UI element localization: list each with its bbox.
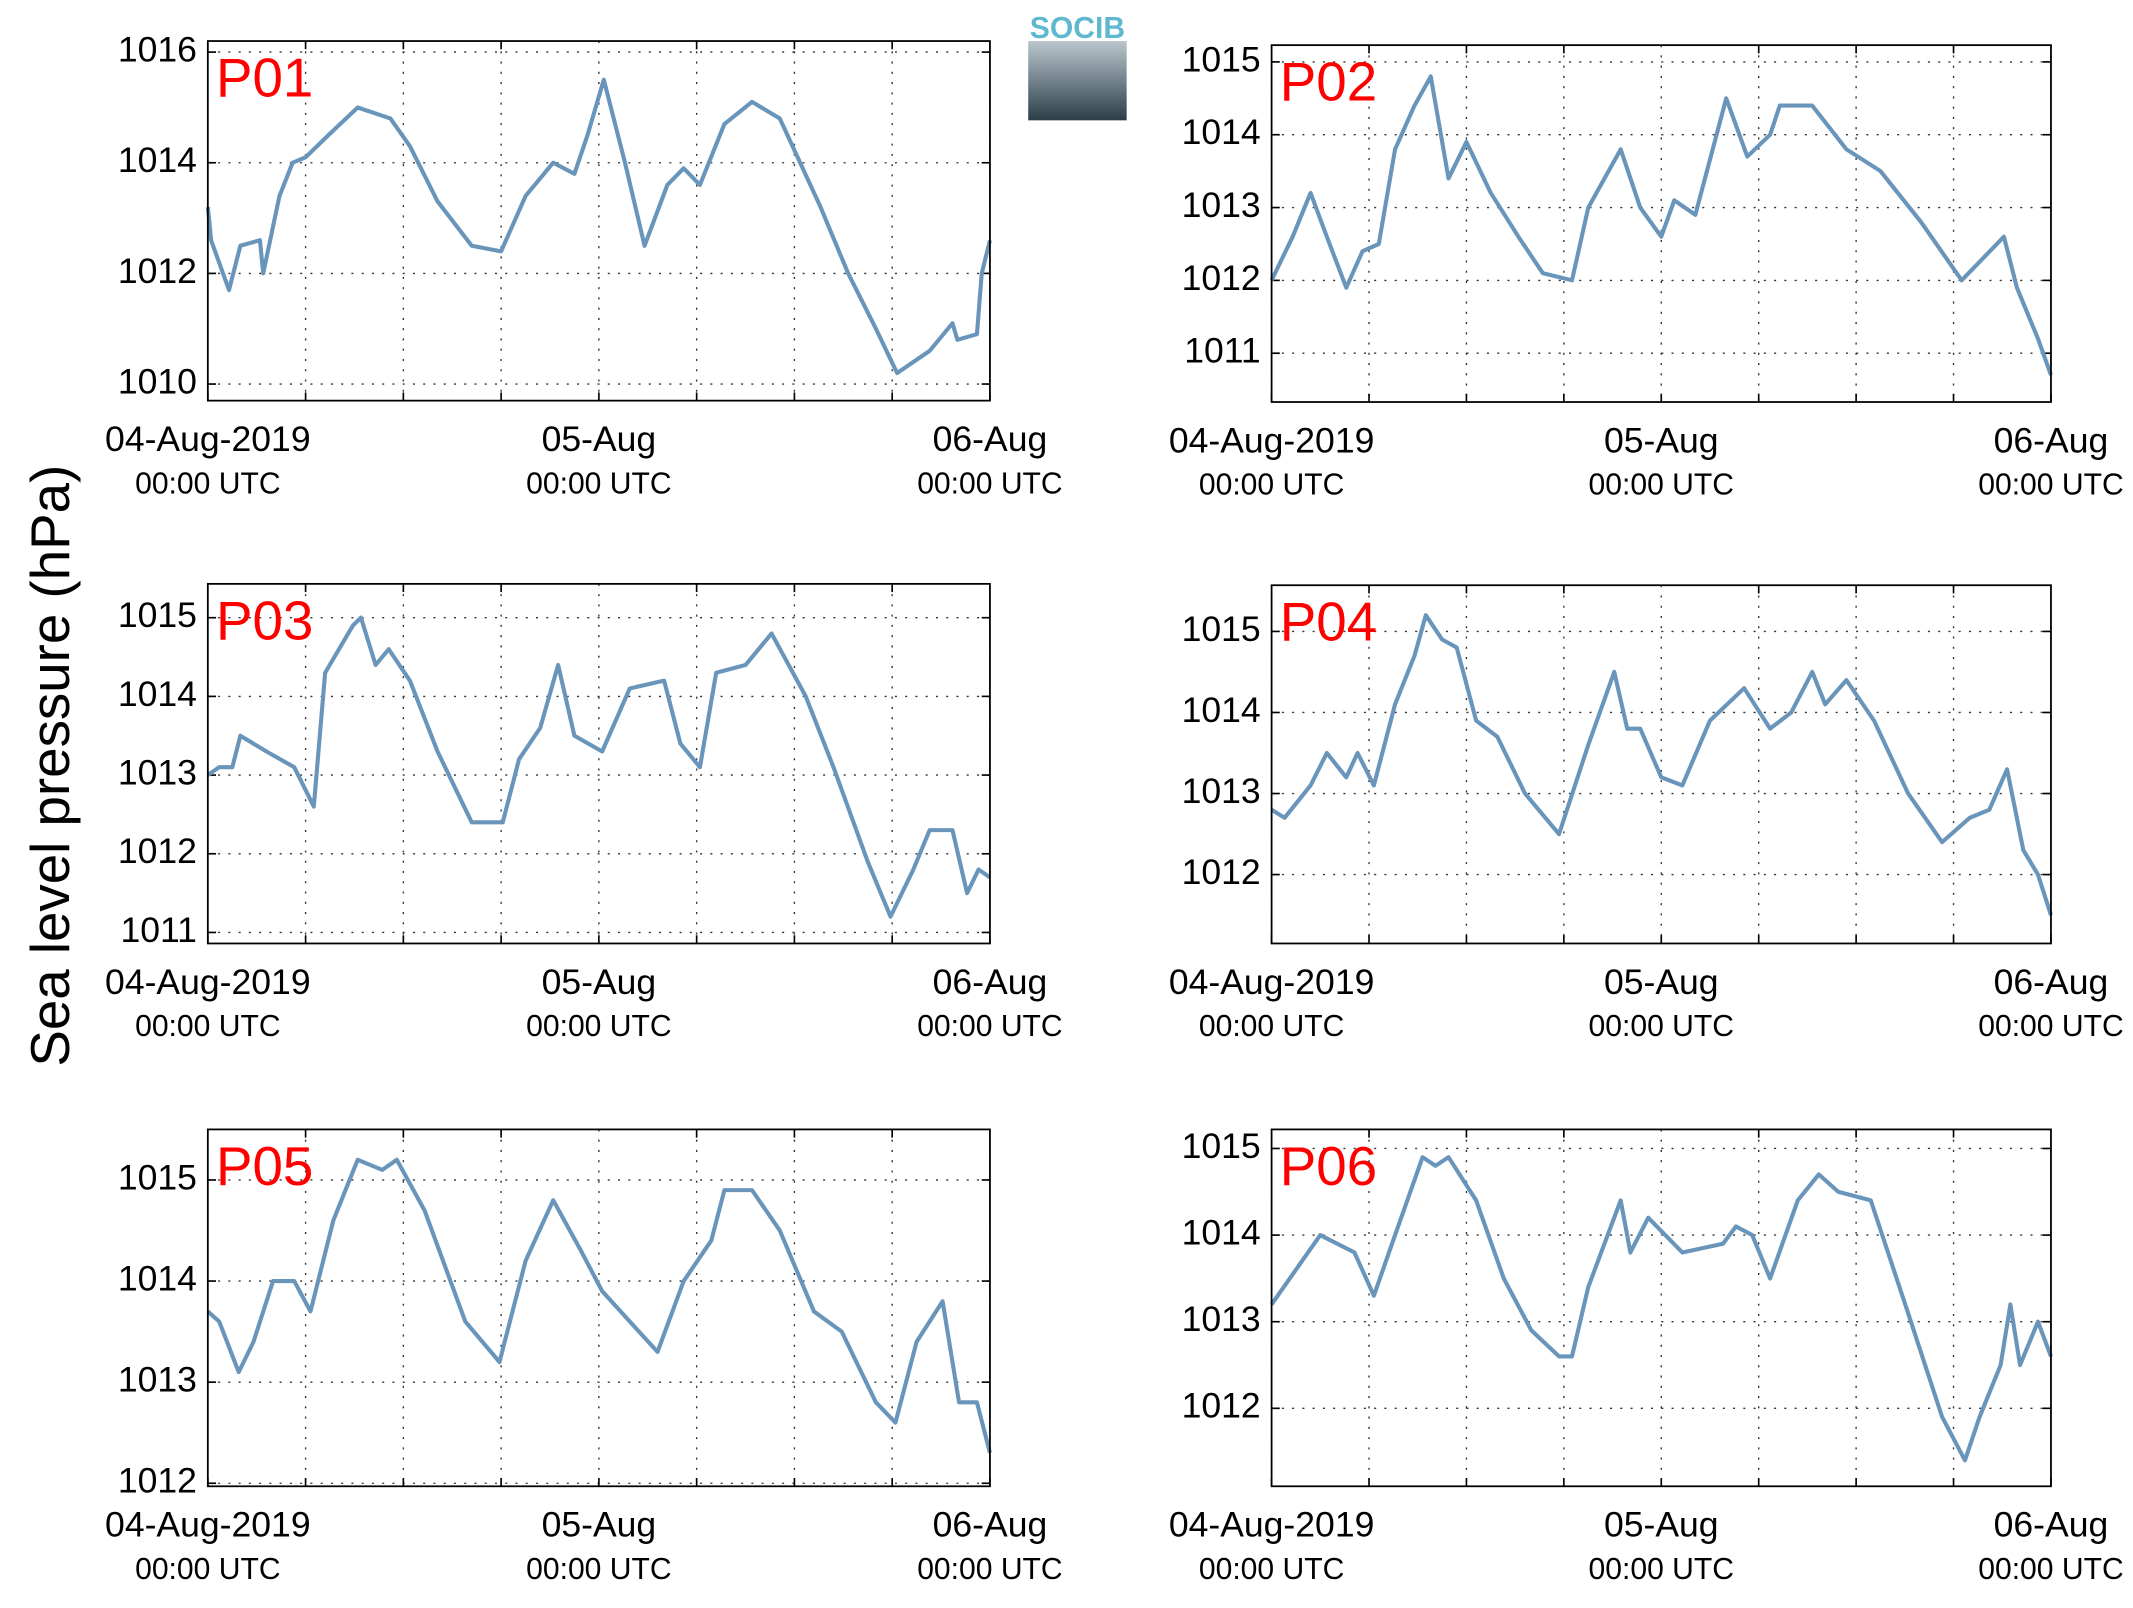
x-tick-label: 05-Aug [542, 419, 657, 459]
y-tick-label: 1015 [118, 1157, 197, 1197]
x-tick-label: 06-Aug [933, 962, 1048, 1002]
series-line [206, 615, 992, 919]
x-tick-label: 04-Aug-2019 [105, 1505, 311, 1545]
y-tick-label: 1012 [1182, 852, 1261, 892]
logo-box [1028, 41, 1127, 121]
y-tick-label: 1014 [118, 674, 197, 714]
y-tick-label: 1014 [1182, 690, 1261, 730]
series-line [1270, 613, 2053, 916]
y-tick-label: 1010 [118, 361, 197, 401]
series-line [1269, 74, 2053, 376]
y-tick-label: 1014 [118, 1258, 197, 1298]
x-tick-sublabel: 00:00 UTC [526, 1010, 671, 1043]
panel-label: P01 [216, 47, 313, 109]
x-tick-label: 04-Aug-2019 [105, 962, 311, 1002]
panel: 1012 1013 1014 1015 04-Aug-2019 00:00 UTC 05-A… [1169, 584, 2124, 1043]
x-tick-label: 04-Aug-2019 [1169, 420, 1375, 460]
x-tick-sublabel: 00:00 UTC [1589, 469, 1734, 502]
x-tick-label: 06-Aug [1994, 962, 2109, 1002]
y-tick-label: 1013 [118, 1360, 197, 1400]
x-tick-label: 06-Aug [1994, 1505, 2109, 1545]
x-tick-label: 05-Aug [542, 962, 657, 1002]
x-tick-label: 04-Aug-2019 [1169, 962, 1375, 1002]
axes-frame [1270, 44, 2052, 403]
x-tick-sublabel: 00:00 UTC [917, 1553, 1062, 1586]
y-tick-label: 1014 [1182, 112, 1261, 152]
y-tick-label: 1013 [118, 752, 197, 792]
y-tick-label: 1012 [118, 831, 197, 871]
panel: 1010 1012 1014 1016 04-Aug-2019 00:00 UTC 05-A… [105, 29, 1063, 500]
axes-frame [1270, 584, 2052, 945]
x-tick-label: 05-Aug [1604, 962, 1719, 1002]
x-tick-sublabel: 00:00 UTC [1199, 1010, 1344, 1043]
x-tick-sublabel: 00:00 UTC [1589, 1010, 1734, 1043]
x-tick-sublabel: 00:00 UTC [1589, 1553, 1734, 1586]
panel-label: P04 [1280, 591, 1377, 653]
x-tick-sublabel: 00:00 UTC [1199, 1553, 1344, 1586]
y-tick-label: 1012 [118, 251, 197, 291]
y-tick-label: 1015 [1182, 1126, 1261, 1166]
y-tick-label: 1012 [118, 1461, 197, 1501]
x-tick-sublabel: 00:00 UTC [917, 467, 1062, 500]
series-line [1269, 1155, 2053, 1463]
panel: 1012 1013 1014 1015 04-Aug-2019 00:00 UTC 05-A… [1169, 1126, 2124, 1586]
x-tick-sublabel: 00:00 UTC [1978, 1010, 2123, 1043]
y-tick-label: 1012 [1182, 1386, 1261, 1426]
x-tick-sublabel: 00:00 UTC [1199, 469, 1344, 502]
logo: SOCIB [1028, 12, 1127, 121]
y-tick-label: 1011 [1184, 331, 1260, 371]
y-tick-label: 1012 [1182, 258, 1261, 298]
x-tick-sublabel: 00:00 UTC [526, 467, 671, 500]
x-tick-label: 04-Aug-2019 [1169, 1505, 1375, 1545]
x-tick-label: 04-Aug-2019 [105, 419, 311, 459]
panel: 1011 1012 1013 1014 1015 04-Aug-2019 00:00 UTC… [1169, 39, 2124, 501]
x-tick-sublabel: 00:00 UTC [135, 1553, 280, 1586]
x-tick-sublabel: 00:00 UTC [135, 467, 280, 500]
panel-label: P05 [216, 1135, 313, 1197]
axes-frame [206, 1128, 991, 1488]
x-tick-label: 06-Aug [933, 1505, 1048, 1545]
y-tick-label: 1013 [1182, 771, 1261, 811]
series-line [206, 1157, 992, 1454]
x-tick-label: 05-Aug [542, 1505, 657, 1545]
y-tick-label: 1014 [1182, 1212, 1261, 1252]
x-tick-sublabel: 00:00 UTC [135, 1010, 280, 1043]
x-tick-sublabel: 00:00 UTC [526, 1553, 671, 1586]
axes-frame [1270, 1128, 2052, 1488]
x-tick-label: 05-Aug [1604, 1505, 1719, 1545]
x-tick-label: 05-Aug [1604, 420, 1719, 460]
y-tick-label: 1013 [1182, 185, 1261, 225]
y-tick-label: 1014 [118, 140, 197, 180]
panel-label: P03 [216, 589, 313, 651]
y-tick-label: 1013 [1182, 1299, 1261, 1339]
y-tick-label: 1016 [118, 29, 197, 69]
y-axis-label: Sea level pressure (hPa) [19, 465, 81, 1067]
panel: 1011 1012 1013 1014 1015 04-Aug-2019 00:00 UTC… [105, 582, 1063, 1043]
axes-frame [206, 40, 991, 402]
x-tick-sublabel: 00:00 UTC [917, 1010, 1062, 1043]
x-tick-label: 06-Aug [933, 419, 1048, 459]
y-tick-label: 1015 [1182, 39, 1261, 79]
axes-frame [206, 582, 991, 945]
series-line [205, 77, 992, 376]
y-tick-label: 1015 [1182, 609, 1261, 649]
y-tick-label: 1011 [120, 910, 196, 950]
panel-label: P06 [1280, 1135, 1377, 1197]
panel-label: P02 [1280, 51, 1377, 113]
x-tick-label: 06-Aug [1994, 420, 2109, 460]
x-tick-sublabel: 00:00 UTC [1978, 1553, 2123, 1586]
panel: 1012 1013 1014 1015 04-Aug-2019 00:00 UTC 05-A… [105, 1128, 1063, 1586]
y-tick-label: 1015 [118, 595, 197, 635]
logo-text: SOCIB [1030, 12, 1125, 45]
x-tick-sublabel: 00:00 UTC [1978, 469, 2123, 502]
